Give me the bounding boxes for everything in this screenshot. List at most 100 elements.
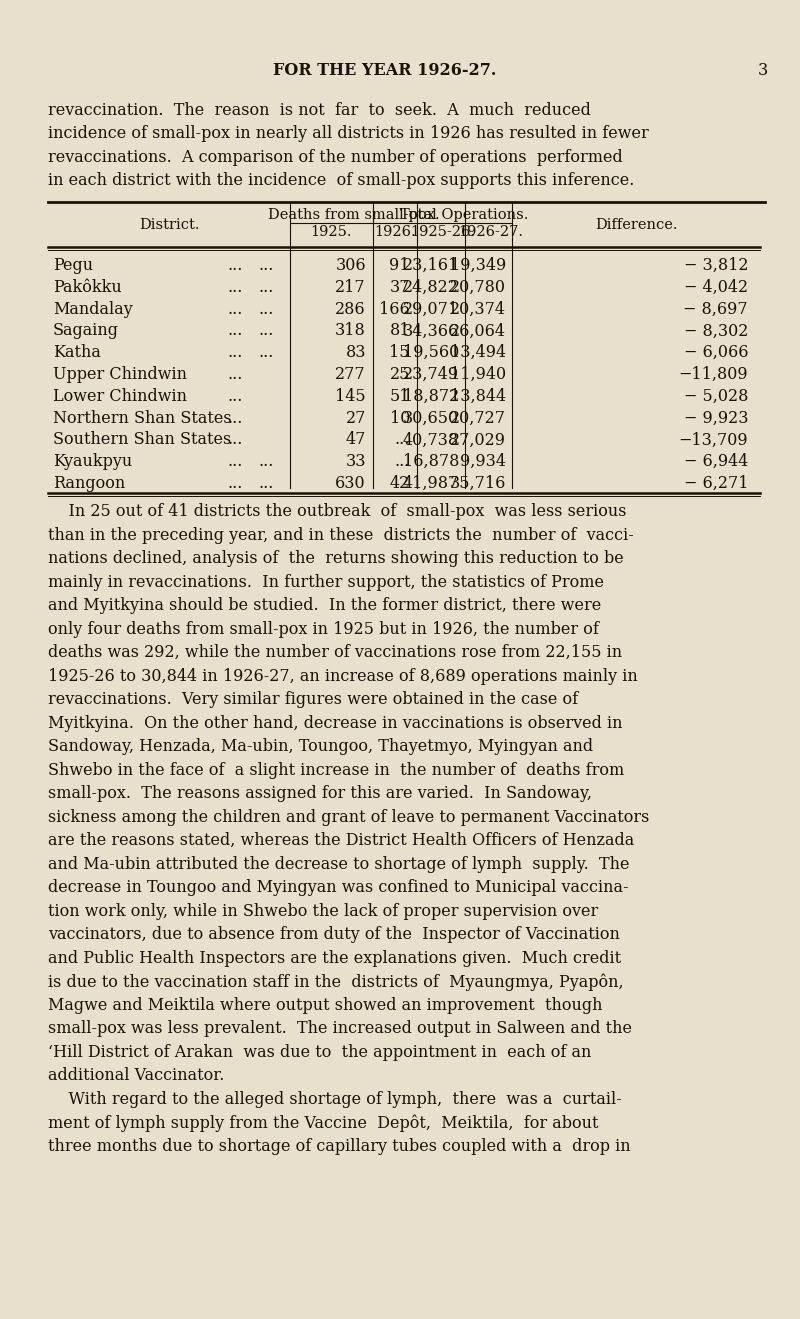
Text: − 6,271: − 6,271 — [683, 475, 748, 492]
Text: 42: 42 — [390, 475, 410, 492]
Text: 217: 217 — [335, 278, 366, 295]
Text: 41,987: 41,987 — [402, 475, 459, 492]
Text: is due to the vaccination staff in the  districts of  Myaungmya, Pyapôn,: is due to the vaccination staff in the d… — [48, 973, 624, 991]
Text: 1925-26 to 30,844 in 1926-27, an increase of 8,689 operations mainly in: 1925-26 to 30,844 in 1926-27, an increas… — [48, 667, 638, 685]
Text: ...: ... — [228, 301, 243, 318]
Text: − 8,302: − 8,302 — [684, 322, 748, 339]
Text: Upper Chindwin: Upper Chindwin — [53, 365, 187, 383]
Text: mainly in revaccinations.  In further support, the statistics of Prome: mainly in revaccinations. In further sup… — [48, 574, 604, 591]
Text: 33: 33 — [346, 454, 366, 470]
Text: FOR THE YEAR 1926-27.: FOR THE YEAR 1926-27. — [274, 62, 497, 79]
Text: ...: ... — [228, 388, 243, 405]
Text: − 6,944: − 6,944 — [684, 454, 748, 470]
Text: 318: 318 — [335, 322, 366, 339]
Text: and Myitkyina should be studied.  In the former district, there were: and Myitkyina should be studied. In the … — [48, 598, 602, 615]
Text: Katha: Katha — [53, 344, 101, 361]
Text: − 9,923: − 9,923 — [683, 410, 748, 426]
Text: 47: 47 — [346, 431, 366, 448]
Text: Sagaing: Sagaing — [53, 322, 119, 339]
Text: ...: ... — [228, 431, 243, 448]
Text: −13,709: −13,709 — [678, 431, 748, 448]
Text: 35,716: 35,716 — [450, 475, 506, 492]
Text: 18,872: 18,872 — [402, 388, 459, 405]
Text: 27,029: 27,029 — [450, 431, 506, 448]
Text: 13,494: 13,494 — [450, 344, 506, 361]
Text: ...: ... — [258, 301, 274, 318]
Text: 277: 277 — [335, 365, 366, 383]
Text: 29,071: 29,071 — [403, 301, 459, 318]
Text: Deaths from small-pox.: Deaths from small-pox. — [268, 208, 439, 222]
Text: Magwe and Meiktila where output showed an improvement  though: Magwe and Meiktila where output showed a… — [48, 997, 602, 1013]
Text: only four deaths from small-pox in 1925 but in 1926, the number of: only four deaths from small-pox in 1925 … — [48, 620, 599, 637]
Text: 83: 83 — [346, 344, 366, 361]
Text: sickness among the children and grant of leave to permanent Vaccinators: sickness among the children and grant of… — [48, 809, 650, 826]
Text: With regard to the alleged shortage of lymph,  there  was a  curtail-: With regard to the alleged shortage of l… — [48, 1091, 622, 1108]
Text: − 6,066: − 6,066 — [683, 344, 748, 361]
Text: ...: ... — [258, 475, 274, 492]
Text: 20,727: 20,727 — [450, 410, 506, 426]
Text: 3: 3 — [758, 62, 768, 79]
Text: 91: 91 — [390, 257, 410, 274]
Text: District.: District. — [138, 218, 199, 232]
Text: 13,844: 13,844 — [450, 388, 506, 405]
Text: 34,366: 34,366 — [402, 322, 459, 339]
Text: three months due to shortage of capillary tubes coupled with a  drop in: three months due to shortage of capillar… — [48, 1137, 630, 1154]
Text: ...: ... — [228, 322, 243, 339]
Text: Rangoon: Rangoon — [53, 475, 126, 492]
Text: − 5,028: − 5,028 — [684, 388, 748, 405]
Text: Shwebo in the face of  a slight increase in  the number of  deaths from: Shwebo in the face of a slight increase … — [48, 761, 624, 778]
Text: 1925.: 1925. — [310, 226, 352, 240]
Text: Sandoway, Henzada, Ma-ubin, Toungoo, Thayetmyo, Myingyan and: Sandoway, Henzada, Ma-ubin, Toungoo, Tha… — [48, 739, 593, 754]
Text: 1926-27.: 1926-27. — [458, 226, 523, 240]
Text: Southern Shan States: Southern Shan States — [53, 431, 231, 448]
Text: 40,738: 40,738 — [403, 431, 459, 448]
Text: 16,878: 16,878 — [402, 454, 459, 470]
Text: ...: ... — [228, 278, 243, 295]
Text: Myitkyina.  On the other hand, decrease in vaccinations is observed in: Myitkyina. On the other hand, decrease i… — [48, 715, 622, 732]
Text: 25: 25 — [390, 365, 410, 383]
Text: in each district with the incidence  of small-pox supports this inference.: in each district with the incidence of s… — [48, 173, 634, 190]
Text: revaccination.  The  reason  is not  far  to  seek.  A  much  reduced: revaccination. The reason is not far to … — [48, 102, 591, 119]
Text: and Public Health Inspectors are the explanations given.  Much credit: and Public Health Inspectors are the exp… — [48, 950, 621, 967]
Text: ...: ... — [258, 278, 274, 295]
Text: 286: 286 — [335, 301, 366, 318]
Text: Northern Shan States: Northern Shan States — [53, 410, 232, 426]
Text: ...: ... — [228, 475, 243, 492]
Text: − 3,812: − 3,812 — [683, 257, 748, 274]
Text: ...: ... — [394, 431, 410, 448]
Text: revaccinations.  Very similar figures were obtained in the case of: revaccinations. Very similar figures wer… — [48, 691, 578, 708]
Text: 145: 145 — [335, 388, 366, 405]
Text: − 8,697: − 8,697 — [683, 301, 748, 318]
Text: 10: 10 — [390, 410, 410, 426]
Text: nations declined, analysis of  the  returns showing this reduction to be: nations declined, analysis of the return… — [48, 550, 624, 567]
Text: are the reasons stated, whereas the District Health Officers of Henzada: are the reasons stated, whereas the Dist… — [48, 832, 634, 849]
Text: tion work only, while in Shwebo the lack of proper supervision over: tion work only, while in Shwebo the lack… — [48, 902, 598, 919]
Text: 23,749: 23,749 — [403, 365, 459, 383]
Text: ...: ... — [228, 344, 243, 361]
Text: 19,560: 19,560 — [402, 344, 459, 361]
Text: 19,349: 19,349 — [450, 257, 506, 274]
Text: Kyaukpyu: Kyaukpyu — [53, 454, 132, 470]
Text: 81: 81 — [390, 322, 410, 339]
Text: 11,940: 11,940 — [450, 365, 506, 383]
Text: Mandalay: Mandalay — [53, 301, 133, 318]
Text: ment of lymph supply from the Vaccine  Depôt,  Meiktila,  for about: ment of lymph supply from the Vaccine De… — [48, 1115, 598, 1132]
Text: 26,064: 26,064 — [450, 322, 506, 339]
Text: and Ma-ubin attributed the decrease to shortage of lymph  supply.  The: and Ma-ubin attributed the decrease to s… — [48, 856, 630, 873]
Text: ...: ... — [228, 365, 243, 383]
Text: 30,650: 30,650 — [403, 410, 459, 426]
Text: 630: 630 — [335, 475, 366, 492]
Text: revaccinations.  A comparison of the number of operations  performed: revaccinations. A comparison of the numb… — [48, 149, 622, 166]
Text: Total Operations.: Total Operations. — [400, 208, 529, 222]
Text: ...: ... — [258, 322, 274, 339]
Text: than in the preceding year, and in these  districts the  number of  vacci-: than in the preceding year, and in these… — [48, 526, 634, 543]
Text: 15: 15 — [390, 344, 410, 361]
Text: additional Vaccinator.: additional Vaccinator. — [48, 1067, 224, 1084]
Text: vaccinators, due to absence from duty of the  Inspector of Vaccination: vaccinators, due to absence from duty of… — [48, 926, 620, 943]
Text: 27: 27 — [346, 410, 366, 426]
Text: 23,161: 23,161 — [402, 257, 459, 274]
Text: Lower Chindwin: Lower Chindwin — [53, 388, 187, 405]
Text: ‘Hill District of Arakan  was due to  the appointment in  each of an: ‘Hill District of Arakan was due to the … — [48, 1043, 591, 1060]
Text: ...: ... — [394, 454, 410, 470]
Text: decrease in Toungoo and Myingyan was confined to Municipal vaccina-: decrease in Toungoo and Myingyan was con… — [48, 878, 629, 896]
